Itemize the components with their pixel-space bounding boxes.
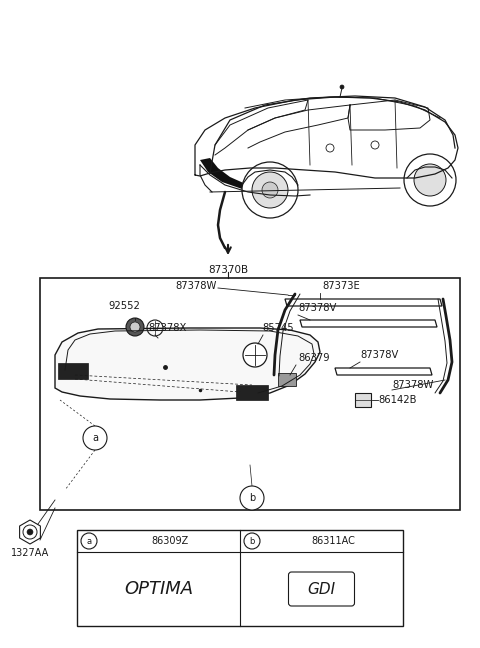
FancyBboxPatch shape	[288, 572, 355, 606]
Circle shape	[243, 343, 267, 367]
Circle shape	[81, 533, 97, 549]
Text: 87370B: 87370B	[208, 265, 248, 275]
Circle shape	[340, 85, 344, 89]
Text: OPTIMA: OPTIMA	[124, 580, 193, 598]
Text: GDI: GDI	[307, 581, 336, 597]
Bar	[236, 385, 268, 400]
Circle shape	[126, 318, 144, 336]
Text: 86379: 86379	[298, 353, 330, 363]
Text: 87373E: 87373E	[322, 281, 360, 291]
Text: 92552: 92552	[108, 301, 140, 311]
Circle shape	[240, 486, 264, 510]
Text: a: a	[86, 537, 92, 546]
Circle shape	[404, 154, 456, 206]
Text: 87378V: 87378V	[360, 350, 398, 360]
Text: 86142B: 86142B	[378, 395, 417, 405]
Text: 87378X: 87378X	[148, 323, 186, 333]
Circle shape	[130, 322, 140, 332]
Text: b: b	[249, 537, 255, 546]
Text: a: a	[92, 433, 98, 443]
Bar	[77, 530, 403, 626]
Text: b: b	[249, 493, 255, 503]
Circle shape	[27, 529, 33, 535]
Text: 1327AA: 1327AA	[11, 548, 49, 558]
Circle shape	[414, 164, 446, 196]
Circle shape	[252, 172, 288, 208]
Text: 86309Z: 86309Z	[152, 536, 189, 546]
Circle shape	[244, 533, 260, 549]
Text: 85745: 85745	[262, 323, 294, 333]
Text: 87378V: 87378V	[298, 303, 336, 313]
Circle shape	[83, 426, 107, 450]
Bar	[278, 373, 296, 386]
Polygon shape	[200, 158, 248, 190]
Bar	[355, 393, 371, 407]
Text: 87378W: 87378W	[175, 281, 216, 291]
Bar	[40, 278, 460, 510]
Text: 86311AC: 86311AC	[312, 536, 355, 546]
Bar	[58, 363, 88, 379]
Circle shape	[242, 162, 298, 218]
Circle shape	[262, 182, 278, 198]
Text: 87378W: 87378W	[392, 380, 433, 390]
Polygon shape	[55, 328, 320, 400]
